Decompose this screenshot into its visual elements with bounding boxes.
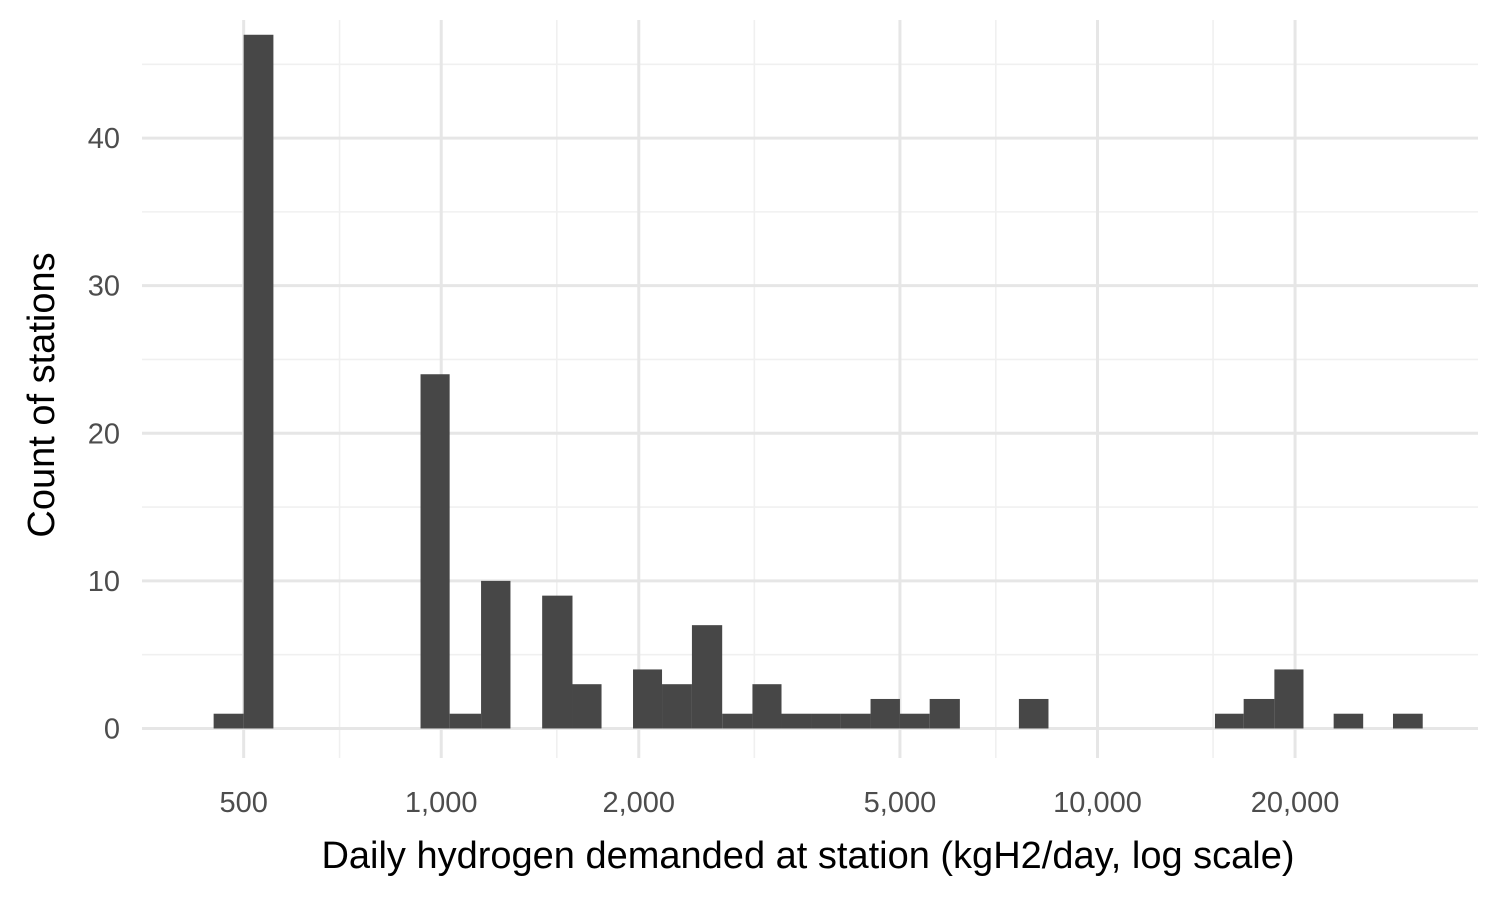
grid — [142, 20, 1478, 758]
histogram-bar — [1214, 713, 1244, 729]
histogram-bar — [1274, 669, 1304, 729]
y-axis-title: Count of stations — [21, 252, 63, 537]
x-tick-label: 20,000 — [1251, 787, 1340, 819]
y-tick-label: 30 — [88, 271, 120, 303]
histogram-bar — [213, 713, 244, 729]
histogram-bar — [542, 595, 573, 729]
x-tick-label: 10,000 — [1053, 787, 1142, 819]
x-axis-tick-labels: 500 1,000 2,000 5,000 10,000 20,000 — [219, 787, 1339, 819]
y-tick-label: 10 — [88, 566, 120, 598]
x-tick-label: 1,000 — [405, 787, 478, 819]
histogram-bar — [840, 713, 871, 729]
histogram-bars — [213, 34, 1423, 729]
histogram-bar — [572, 684, 602, 729]
x-tick-label: 2,000 — [602, 787, 675, 819]
histogram-bar — [899, 713, 930, 729]
y-axis-tick-labels: 0 10 20 30 40 — [88, 123, 120, 745]
histogram-bar — [662, 684, 692, 729]
x-axis-title: Daily hydrogen demanded at station (kgH2… — [321, 835, 1294, 877]
x-tick-label: 500 — [219, 787, 267, 819]
y-tick-label: 40 — [88, 123, 120, 155]
histogram-bar — [722, 713, 753, 729]
histogram-bar — [811, 713, 841, 729]
y-tick-label: 20 — [88, 418, 120, 450]
histogram-bar — [1333, 713, 1364, 729]
histogram-bar — [870, 698, 900, 729]
histogram-bar — [1018, 698, 1049, 729]
y-tick-label: 0 — [104, 713, 120, 745]
histogram-bar — [752, 684, 782, 729]
histogram-bar — [243, 34, 274, 729]
x-tick-label: 5,000 — [864, 787, 937, 819]
histogram-bar — [481, 580, 511, 729]
histogram-bar — [691, 625, 723, 729]
histogram-bar — [449, 713, 482, 729]
histogram-bar — [1392, 713, 1423, 729]
histogram-bar — [781, 713, 812, 729]
histogram-bar — [420, 374, 450, 729]
histogram-bar — [929, 698, 960, 729]
histogram-bar — [633, 669, 663, 729]
histogram-bar — [1243, 698, 1275, 729]
